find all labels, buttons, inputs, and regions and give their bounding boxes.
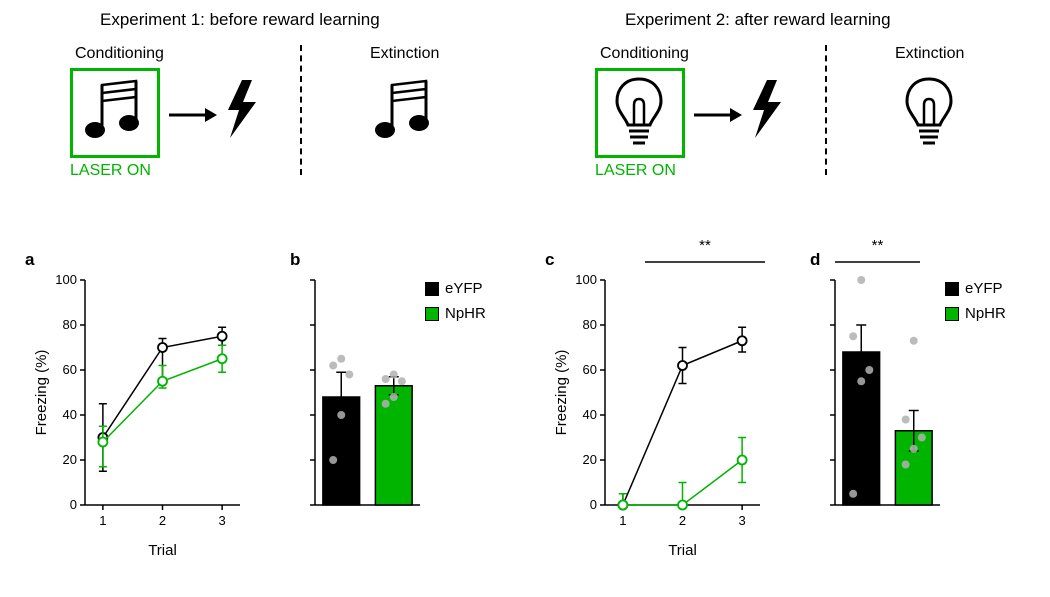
lightning-icon [747, 80, 787, 145]
svg-text:60: 60 [63, 362, 77, 377]
svg-text:2: 2 [679, 513, 686, 528]
svg-text:1: 1 [99, 513, 106, 528]
exp2-conditioning-label: Conditioning [600, 45, 689, 63]
lightbulb-icon [612, 75, 667, 158]
legend-item-eyfp: eYFP [945, 280, 1006, 297]
svg-text:20: 20 [583, 452, 597, 467]
svg-text:80: 80 [63, 317, 77, 332]
music-note-icon [370, 75, 440, 155]
exp1-laser-on: LASER ON [70, 162, 151, 180]
chart-b [290, 270, 430, 570]
lightning-icon [222, 80, 262, 145]
separator-dashed [300, 45, 302, 175]
svg-text:3: 3 [218, 513, 225, 528]
svg-text:2: 2 [159, 513, 166, 528]
svg-text:20: 20 [63, 452, 77, 467]
legend-item-nphr: NpHR [425, 305, 486, 322]
exp1-title: Experiment 1: before reward learning [100, 10, 380, 30]
svg-text:Trial: Trial [148, 542, 177, 559]
panel-c-letter: c [545, 250, 554, 270]
exp1-extinction-label: Extinction [370, 45, 439, 63]
chart-a: 0 20 40 60 80 100 1 2 3 Trial Freezing (%) [30, 270, 250, 570]
exp1-conditioning-label: Conditioning [75, 45, 164, 63]
music-note-icon [80, 75, 150, 155]
svg-text:60: 60 [583, 362, 597, 377]
svg-text:1: 1 [619, 513, 626, 528]
svg-text:Freezing (%): Freezing (%) [553, 350, 570, 436]
svg-text:Trial: Trial [668, 542, 697, 559]
exp2-laser-on: LASER ON [595, 162, 676, 180]
exp2-title: Experiment 2: after reward learning [625, 10, 891, 30]
sig-c: ** [645, 252, 765, 281]
svg-text:40: 40 [583, 407, 597, 422]
separator-dashed [825, 45, 827, 175]
panel-a-letter: a [25, 250, 34, 270]
exp2-extinction-label: Extinction [895, 45, 964, 63]
sig-d: ** [835, 252, 920, 281]
chart-c: 0 20 40 60 80 100 1 2 3 Trial Freezing (%) [550, 270, 770, 570]
legend-item-nphr: NpHR [945, 305, 1006, 322]
legend-item-eyfp: eYFP [425, 280, 486, 297]
arrow-icon [692, 105, 742, 130]
panel-b-letter: b [290, 250, 300, 270]
svg-text:80: 80 [583, 317, 597, 332]
arrow-icon [167, 105, 217, 130]
lightbulb-icon [902, 75, 957, 158]
svg-text:0: 0 [590, 497, 597, 512]
legend-d: eYFP NpHR [945, 280, 1006, 322]
chart-d [810, 270, 950, 570]
charts-row: a b c d 020406080100123TrialFreezing (%)… [0, 250, 1050, 590]
svg-text:3: 3 [738, 513, 745, 528]
svg-text:100: 100 [575, 272, 597, 287]
legend-b: eYFP NpHR [425, 280, 486, 322]
svg-text:Freezing (%): Freezing (%) [33, 350, 50, 436]
schematic-row: Experiment 1: before reward learning Exp… [0, 10, 1050, 210]
svg-text:40: 40 [63, 407, 77, 422]
panel-d-letter: d [810, 250, 820, 270]
svg-text:0: 0 [70, 497, 77, 512]
svg-text:100: 100 [55, 272, 77, 287]
